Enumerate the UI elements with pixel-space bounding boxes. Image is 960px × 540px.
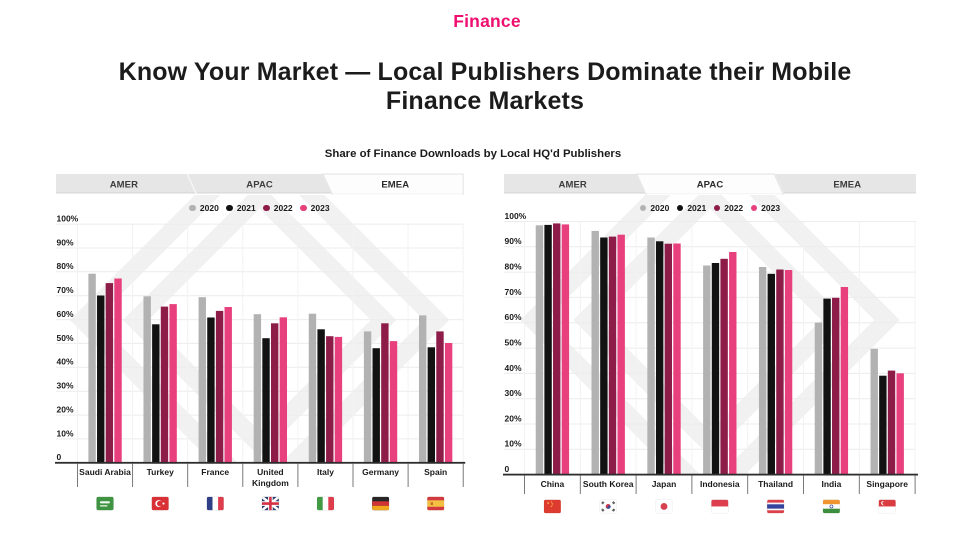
svg-text:Saudi Arabia: Saudi Arabia (79, 467, 131, 477)
svg-text:80%: 80% (57, 261, 74, 271)
svg-text:China: China (541, 479, 565, 489)
svg-text:60%: 60% (57, 309, 74, 319)
svg-text:Singapore: Singapore (866, 479, 908, 489)
svg-text:United: United (257, 467, 283, 477)
svg-text:Indonesia: Indonesia (700, 479, 740, 489)
svg-text:10%: 10% (505, 439, 522, 449)
svg-text:10%: 10% (57, 428, 74, 438)
svg-text:100%: 100% (505, 211, 527, 221)
svg-text:40%: 40% (505, 363, 522, 373)
svg-text:50%: 50% (57, 333, 74, 343)
svg-text:50%: 50% (505, 337, 522, 347)
svg-text:70%: 70% (57, 285, 74, 295)
svg-text:Turkey: Turkey (147, 467, 175, 477)
svg-text:80%: 80% (505, 262, 522, 272)
svg-text:APAC: APAC (697, 179, 724, 190)
svg-text:100%: 100% (57, 214, 79, 224)
svg-text:APAC: APAC (246, 179, 273, 190)
svg-text:90%: 90% (57, 237, 74, 247)
svg-text:30%: 30% (57, 381, 74, 391)
svg-text:90%: 90% (505, 236, 522, 246)
svg-text:EMEA: EMEA (833, 179, 861, 190)
svg-text:Italy: Italy (317, 467, 334, 477)
svg-text:0: 0 (57, 452, 62, 462)
svg-text:India: India (821, 479, 841, 489)
svg-text:France: France (201, 467, 229, 477)
svg-text:60%: 60% (505, 312, 522, 322)
svg-text:AMER: AMER (559, 179, 587, 190)
svg-text:Thailand: Thailand (758, 479, 793, 489)
svg-text:Japan: Japan (652, 479, 677, 489)
svg-text:Kingdom: Kingdom (252, 478, 289, 488)
svg-text:AMER: AMER (110, 179, 138, 190)
svg-text:Germany: Germany (362, 467, 399, 477)
svg-text:40%: 40% (57, 357, 74, 367)
svg-text:70%: 70% (505, 287, 522, 297)
svg-text:EMEA: EMEA (381, 179, 409, 190)
svg-text:South Korea: South Korea (583, 479, 634, 489)
svg-text:Spain: Spain (424, 467, 447, 477)
svg-text:20%: 20% (505, 413, 522, 423)
svg-text:30%: 30% (505, 388, 522, 398)
svg-text:20%: 20% (57, 405, 74, 415)
svg-text:0: 0 (505, 464, 510, 474)
